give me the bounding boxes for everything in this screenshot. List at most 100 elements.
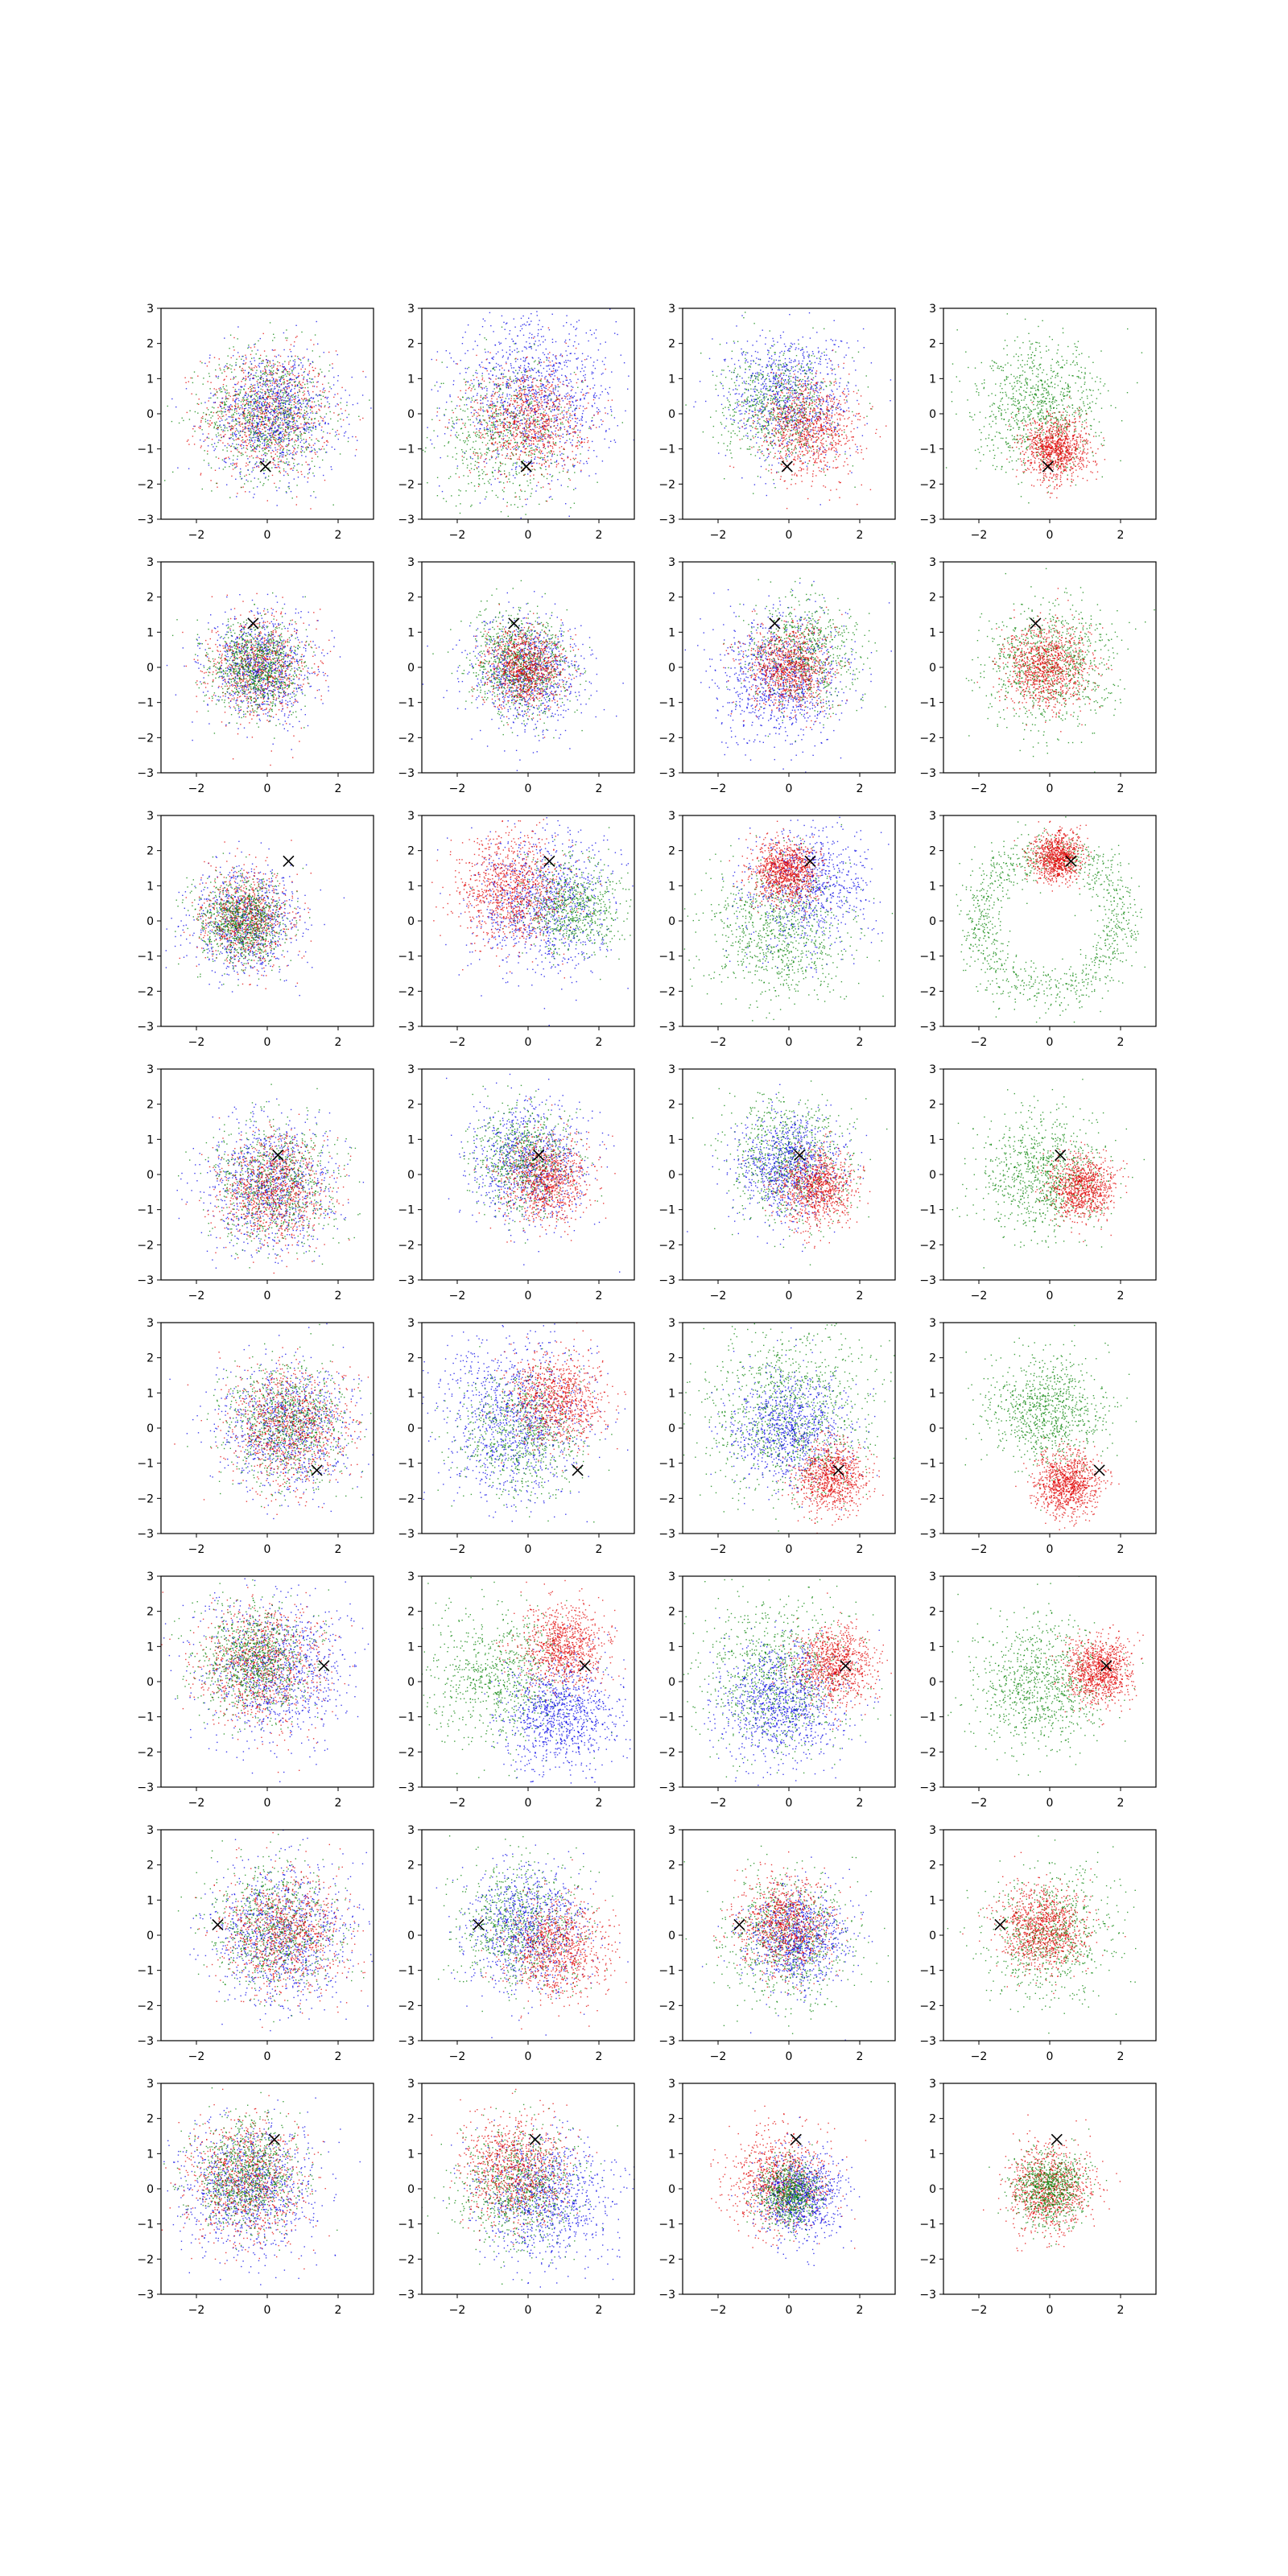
scatter-point (542, 441, 543, 442)
scatter-point (308, 464, 309, 465)
scatter-point (576, 367, 577, 368)
scatter-point (557, 378, 558, 379)
scatter-point (242, 397, 243, 398)
scatter-point (539, 409, 540, 410)
scatter-point (241, 370, 242, 371)
scatter-point (569, 339, 570, 340)
scatter-point (553, 354, 554, 355)
scatter-point (238, 437, 239, 438)
scatter-point (277, 384, 278, 385)
scatter-point (433, 430, 434, 431)
scatter-point (535, 446, 536, 447)
scatter-point (443, 498, 444, 499)
scatter-point (419, 348, 420, 349)
scatter-point (508, 516, 509, 517)
scatter-point (270, 414, 271, 415)
scatter-point (531, 436, 532, 437)
scatter-point (492, 368, 493, 369)
scatter-point (288, 393, 289, 394)
scatter-point (254, 346, 255, 347)
scatter-point (476, 436, 477, 437)
scatter-point (533, 396, 534, 397)
y-tick-label: 1 (147, 373, 154, 386)
scatter-point (550, 451, 551, 452)
scatter-point (241, 386, 242, 387)
scatter-point (308, 373, 309, 374)
scatter-point (230, 428, 231, 429)
scatter-point (533, 415, 534, 416)
scatter-point (245, 417, 246, 418)
scatter-point (256, 376, 257, 377)
scatter-point (529, 343, 530, 344)
scatter-point (171, 421, 172, 422)
scatter-point (310, 409, 311, 410)
scatter-point (527, 446, 528, 447)
scatter-point (532, 429, 533, 430)
scatter-point (245, 404, 246, 405)
scatter-point (579, 441, 580, 442)
scatter-point (500, 421, 501, 422)
scatter-point (269, 412, 270, 413)
scatter-point (553, 364, 554, 365)
scatter-point (552, 409, 553, 410)
scatter-point (529, 445, 530, 446)
scatter-point (260, 395, 261, 396)
scatter-point (558, 463, 559, 464)
scatter-point (272, 402, 273, 403)
scatter-point (558, 381, 559, 382)
scatter-point (465, 368, 466, 369)
scatter-point (257, 446, 258, 447)
scatter-point (520, 436, 521, 437)
scatter-point (272, 435, 273, 436)
scatter-point (282, 365, 283, 366)
scatter-point (257, 408, 258, 409)
scatter-point (540, 381, 541, 382)
scatter-point (275, 417, 276, 418)
scatter-point (219, 358, 220, 359)
scatter-point (499, 388, 500, 389)
scatter-point (584, 395, 585, 396)
scatter-point (622, 422, 623, 423)
scatter-point (559, 355, 560, 356)
scatter-point (269, 392, 270, 393)
scatter-point (463, 410, 464, 411)
scatter-point (516, 462, 517, 463)
scatter-point (311, 419, 312, 420)
scatter-point (273, 379, 274, 380)
scatter-point (485, 386, 486, 387)
scatter-point (293, 468, 294, 469)
scatter-point (303, 427, 304, 428)
scatter-point (553, 365, 554, 366)
scatter-point (260, 378, 261, 379)
scatter-point (263, 483, 264, 484)
scatter-point (244, 476, 245, 477)
scatter-point (255, 373, 256, 374)
scatter-point (311, 382, 312, 383)
scatter-point (553, 379, 554, 380)
scatter-point (534, 361, 535, 362)
scatter-point (523, 378, 524, 379)
scatter-point (224, 371, 225, 372)
scatter-point (554, 410, 555, 411)
scatter-point (562, 384, 563, 385)
scatter-point (567, 440, 568, 441)
scatter-point (546, 419, 547, 420)
scatter-point (344, 432, 345, 433)
scatter-point (587, 442, 588, 443)
scatter-point (615, 442, 616, 443)
scatter-point (437, 351, 438, 352)
scatter-point (279, 424, 280, 425)
scatter-point (510, 365, 511, 366)
scatter-point (609, 387, 610, 388)
scatter-point (234, 405, 235, 406)
scatter-point (252, 399, 253, 400)
scatter-point (226, 447, 227, 448)
scatter-point (218, 376, 219, 377)
scatter-point (296, 429, 297, 430)
scatter-point (279, 362, 280, 363)
scatter-point (209, 388, 210, 389)
scatter-point (557, 425, 558, 426)
scatter-point (295, 325, 296, 326)
scatter-point (306, 441, 307, 442)
scatter-point (492, 472, 493, 473)
